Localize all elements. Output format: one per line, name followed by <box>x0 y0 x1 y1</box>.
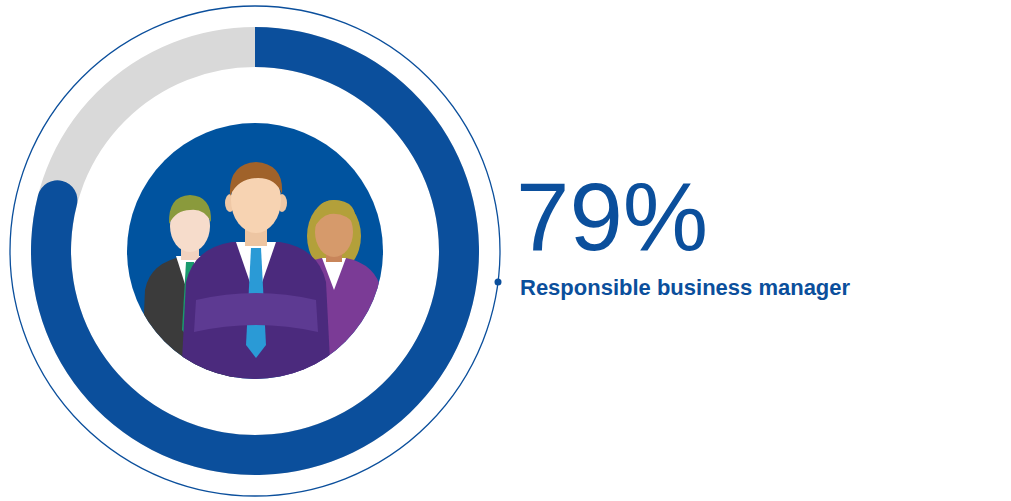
label-dot <box>495 279 502 286</box>
value-label: 79% <box>516 163 708 270</box>
category-label: Responsible business manager <box>520 275 851 300</box>
value-arc <box>31 27 479 475</box>
centre-person-suit <box>180 242 332 400</box>
left-person-hair <box>169 195 211 224</box>
centre-person-arms <box>194 293 318 332</box>
people-icon <box>140 162 386 400</box>
chart-canvas: 79% Responsible business manager <box>0 0 1011 501</box>
right-person-fringe <box>313 200 356 230</box>
centre-person-hair <box>230 162 282 196</box>
outer-ring-line <box>10 6 500 496</box>
